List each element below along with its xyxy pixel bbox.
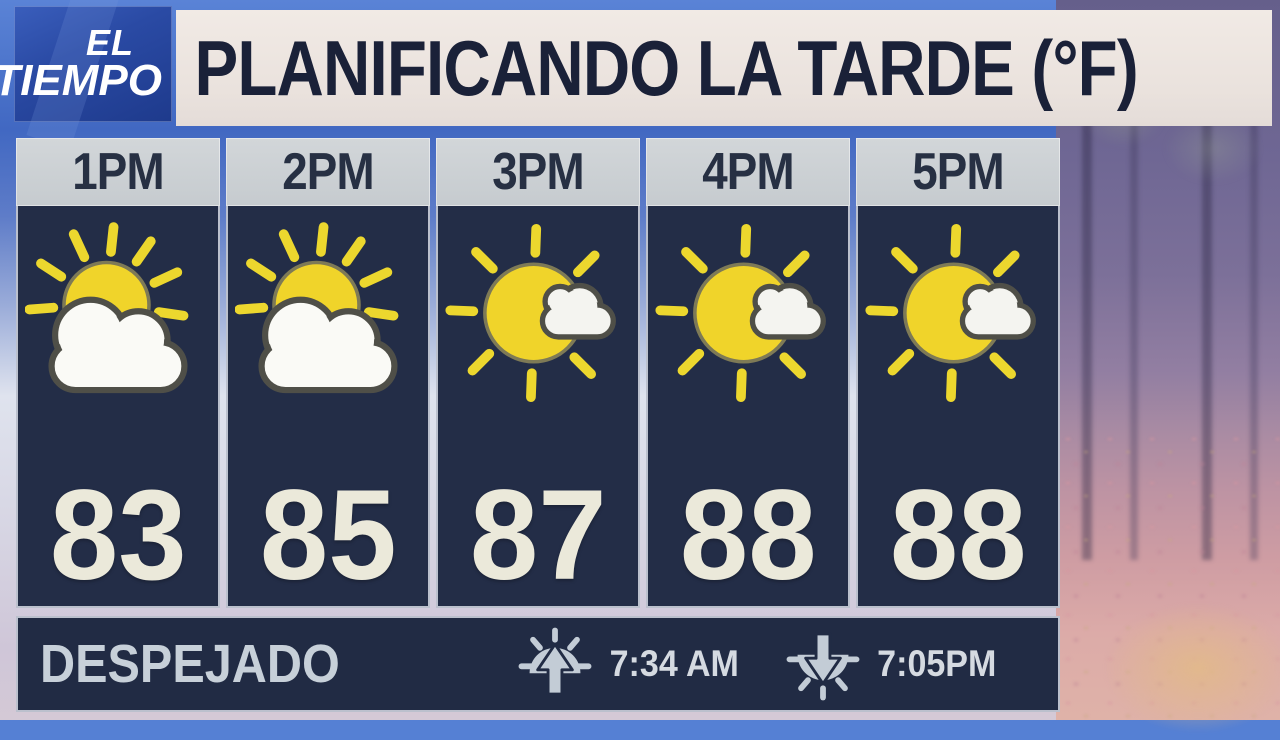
page-title: PLANIFICANDO LA TARDE (°F) xyxy=(194,23,1138,112)
hourly-forecast: 1PM xyxy=(16,138,1060,608)
forecast-cell: 88 xyxy=(856,206,1060,608)
hour-label: 5PM xyxy=(912,143,1004,201)
hour-label: 1PM xyxy=(72,143,164,201)
sun-behind-cloud-icon xyxy=(25,222,189,394)
sunset-icon xyxy=(787,632,860,701)
forecast-column-2pm: 2PM xyxy=(226,138,430,608)
sunset-time: 7:05PM xyxy=(877,643,997,684)
conditions-bar: DESPEJADO 7:34 AM xyxy=(16,616,1060,712)
logo-line-2: TIEMPO xyxy=(0,56,162,106)
forecast-column-3pm: 3PM xyxy=(436,138,640,608)
forecast-cell: 87 xyxy=(436,206,640,608)
title-bar: PLANIFICANDO LA TARDE (°F) xyxy=(176,10,1272,126)
leaf-patch xyxy=(1066,560,1280,740)
temperature-value: 88 xyxy=(889,464,1027,607)
hour-label-cell: 3PM xyxy=(436,138,640,206)
temperature-value: 87 xyxy=(469,464,607,607)
sun-with-small-cloud-icon xyxy=(865,223,1036,403)
sun-with-small-cloud-icon xyxy=(445,223,616,403)
forecast-column-4pm: 4PM xyxy=(646,138,850,608)
hour-label: 2PM xyxy=(282,143,374,201)
forecast-column-1pm: 1PM xyxy=(16,138,220,608)
condition-text: DESPEJADO xyxy=(40,634,340,694)
temperature-value: 83 xyxy=(49,464,187,607)
hour-label-cell: 4PM xyxy=(646,138,850,206)
hour-label: 4PM xyxy=(702,143,794,201)
hour-label-cell: 1PM xyxy=(16,138,220,206)
el-tiempo-logo: EL TIEMPO xyxy=(0,6,172,122)
weather-graphic: EL TIEMPO PLANIFICANDO LA TARDE (°F) 1PM xyxy=(0,0,1280,720)
forecast-cell: 83 xyxy=(16,206,220,608)
hour-label-cell: 5PM xyxy=(856,138,1060,206)
hour-label: 3PM xyxy=(492,143,584,201)
sunrise-icon xyxy=(518,627,592,696)
hour-label-cell: 2PM xyxy=(226,138,430,206)
logo-line-1: EL xyxy=(85,22,134,63)
forecast-column-5pm: 5PM xyxy=(856,138,1060,608)
sunrise-sunset-group: 7:34 AM 7:05PM xyxy=(518,622,1002,706)
sun-behind-cloud-icon xyxy=(235,222,399,394)
temperature-value: 88 xyxy=(679,464,817,607)
sunrise-time: 7:34 AM xyxy=(609,643,739,684)
forecast-cell: 85 xyxy=(226,206,430,608)
temperature-value: 85 xyxy=(259,464,397,607)
forecast-cell: 88 xyxy=(646,206,850,608)
sun-with-small-cloud-icon xyxy=(655,223,826,403)
